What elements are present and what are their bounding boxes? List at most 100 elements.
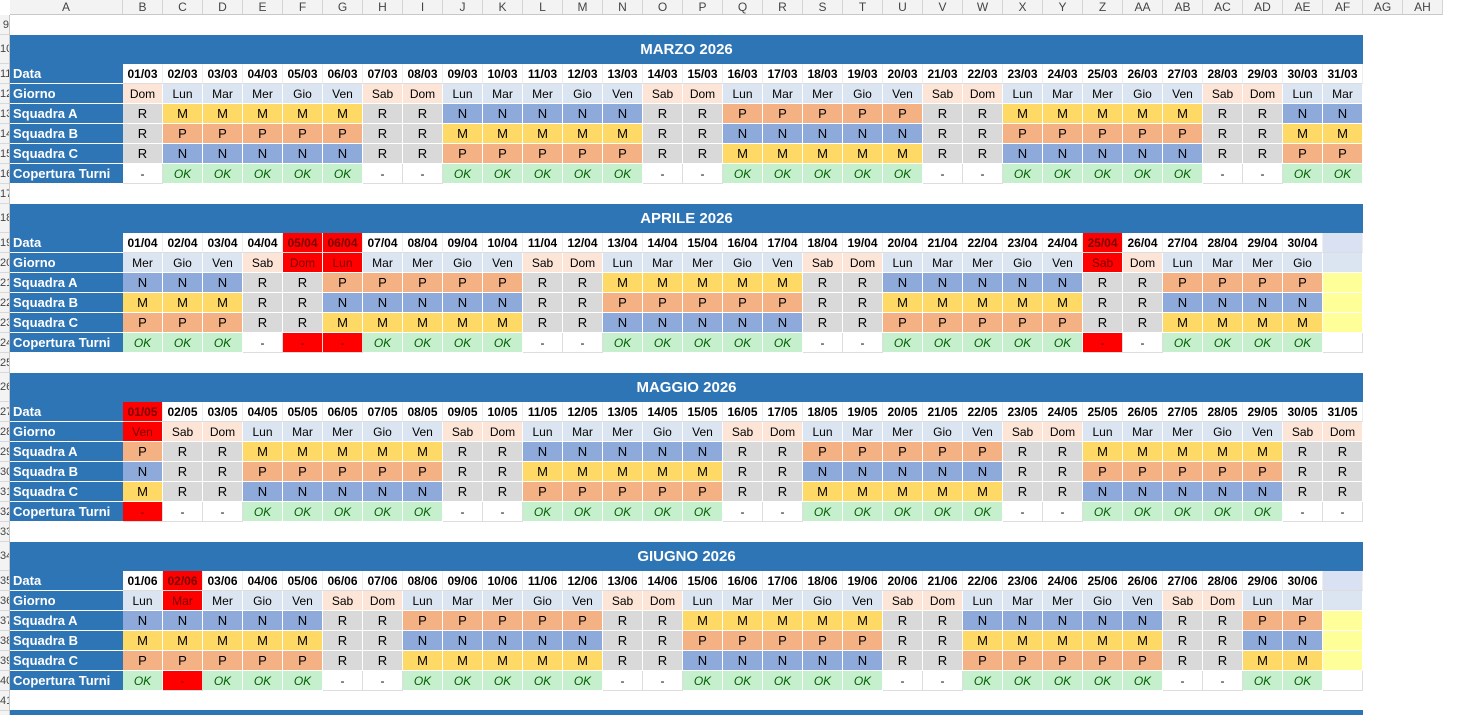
shift-cell-b[interactable]: P xyxy=(1163,462,1203,482)
weekday-cell[interactable]: Mer xyxy=(683,253,723,273)
shift-cell-a[interactable]: M xyxy=(1123,442,1163,462)
coverage-cell[interactable]: OK xyxy=(1243,671,1283,691)
shift-cell-a[interactable]: R xyxy=(1163,611,1203,631)
shift-cell-b[interactable]: P xyxy=(1043,124,1083,144)
shift-cell-a[interactable]: M xyxy=(243,104,283,124)
date-cell[interactable]: 11/03 xyxy=(523,64,563,84)
date-cell[interactable]: 29/06 xyxy=(1243,571,1283,591)
weekday-cell[interactable]: Mar xyxy=(723,591,763,611)
weekday-cell[interactable]: Lun xyxy=(603,253,643,273)
shift-cell-b[interactable]: P xyxy=(723,631,763,651)
row-header[interactable]: 17 xyxy=(0,184,9,204)
weekday-cell[interactable]: Gio xyxy=(523,591,563,611)
shift-cell-c[interactable]: N xyxy=(1243,482,1283,502)
shift-cell-a[interactable]: P xyxy=(883,442,923,462)
coverage-cell[interactable]: - xyxy=(923,671,963,691)
weekday-cell[interactable]: Ven xyxy=(563,591,603,611)
shift-cell-b[interactable]: P xyxy=(1243,462,1283,482)
shift-cell-c[interactable]: M xyxy=(1283,313,1323,333)
weekday-cell[interactable]: Mar xyxy=(1203,253,1243,273)
shift-cell-b[interactable]: R xyxy=(683,124,723,144)
date-cell[interactable]: 03/06 xyxy=(203,571,243,591)
row-header[interactable]: 19 xyxy=(0,233,9,253)
date-cell[interactable]: 20/04 xyxy=(883,233,923,253)
coverage-cell[interactable]: OK xyxy=(1203,502,1243,522)
column-header-z[interactable]: Z xyxy=(1083,0,1123,15)
date-cell[interactable]: 15/03 xyxy=(683,64,723,84)
shift-cell-a[interactable]: R xyxy=(923,104,963,124)
row-header[interactable]: 30 xyxy=(0,462,9,482)
shift-cell-a[interactable]: P xyxy=(1203,273,1243,293)
shift-cell-a[interactable]: M xyxy=(203,104,243,124)
shift-cell-a[interactable]: R xyxy=(683,104,723,124)
shift-cell-b[interactable]: N xyxy=(1283,631,1323,651)
shift-cell-b[interactable]: M xyxy=(283,631,323,651)
coverage-cell[interactable]: OK xyxy=(283,502,323,522)
day-cell-empty[interactable] xyxy=(1323,253,1363,273)
shift-cell-b[interactable]: R xyxy=(1083,293,1123,313)
shift-cell-a[interactable]: R xyxy=(363,104,403,124)
weekday-cell[interactable]: Dom xyxy=(1123,253,1163,273)
shift-cell-a[interactable]: R xyxy=(883,611,923,631)
shift-cell-c[interactable]: R xyxy=(363,651,403,671)
date-cell[interactable]: 02/03 xyxy=(163,64,203,84)
shift-cell-a[interactable]: P xyxy=(843,442,883,462)
shift-cell-a[interactable]: P xyxy=(1163,273,1203,293)
shift-cell-b[interactable]: M xyxy=(1043,293,1083,313)
coverage-cell[interactable]: - xyxy=(603,671,643,691)
shift-cell-b[interactable]: R xyxy=(163,462,203,482)
shift-cell-c[interactable]: M xyxy=(363,313,403,333)
shift-cell-c[interactable]: M xyxy=(1163,313,1203,333)
date-cell[interactable]: 24/04 xyxy=(1043,233,1083,253)
weekday-cell[interactable]: Ven xyxy=(603,84,643,104)
shift-cell-c[interactable]: N xyxy=(683,651,723,671)
weekday-cell[interactable]: Gio xyxy=(243,591,283,611)
coverage-cell[interactable]: - xyxy=(763,502,803,522)
weekday-cell[interactable]: Mar xyxy=(1283,591,1323,611)
shift-cell-b[interactable]: N xyxy=(403,631,443,651)
coverage-cell[interactable]: OK xyxy=(363,502,403,522)
date-cell[interactable]: 10/06 xyxy=(483,571,523,591)
shift-cell-c[interactable]: R xyxy=(563,313,603,333)
shift-cell-a[interactable]: M xyxy=(1203,442,1243,462)
coverage-cell[interactable]: OK xyxy=(803,502,843,522)
shift-cell-c[interactable]: N xyxy=(1163,144,1203,164)
shift-cell-c[interactable]: M xyxy=(523,651,563,671)
date-cell[interactable]: 10/04 xyxy=(483,233,523,253)
shift-cell-b[interactable]: P xyxy=(683,631,723,651)
date-cell[interactable]: 26/06 xyxy=(1123,571,1163,591)
shift-cell-b[interactable]: M xyxy=(203,293,243,313)
column-header-e[interactable]: E xyxy=(243,0,283,15)
coverage-cell[interactable]: - xyxy=(683,164,723,184)
date-cell[interactable]: 21/05 xyxy=(923,402,963,422)
weekday-cell[interactable]: Mer xyxy=(203,591,243,611)
date-cell[interactable]: 29/05 xyxy=(1243,402,1283,422)
weekday-cell[interactable]: Mar xyxy=(1003,591,1043,611)
column-header-ab[interactable]: AB xyxy=(1163,0,1203,15)
column-header-f[interactable]: F xyxy=(283,0,323,15)
shift-cell-b[interactable]: P xyxy=(283,124,323,144)
date-cell[interactable]: 12/04 xyxy=(563,233,603,253)
shift-cell-empty[interactable] xyxy=(1323,651,1363,671)
date-cell[interactable]: 19/06 xyxy=(843,571,883,591)
row-header[interactable]: 18 xyxy=(0,204,9,233)
column-header-p[interactable]: P xyxy=(683,0,723,15)
shift-cell-a[interactable]: N xyxy=(563,442,603,462)
weekday-cell[interactable]: Ven xyxy=(203,253,243,273)
shift-cell-c[interactable]: N xyxy=(1123,482,1163,502)
shift-cell-a[interactable]: R xyxy=(643,611,683,631)
weekday-cell[interactable]: Mar xyxy=(283,422,323,442)
weekday-cell[interactable]: Ven xyxy=(1123,591,1163,611)
weekday-cell[interactable]: Ven xyxy=(963,422,1003,442)
coverage-cell[interactable]: OK xyxy=(123,671,163,691)
date-cell[interactable]: 09/04 xyxy=(443,233,483,253)
date-cell[interactable]: 10/05 xyxy=(483,402,523,422)
shift-cell-a[interactable]: R xyxy=(483,442,523,462)
shift-cell-b[interactable]: R xyxy=(523,293,563,313)
weekday-cell[interactable]: Gio xyxy=(1283,253,1323,273)
weekday-cell[interactable]: Mer xyxy=(243,84,283,104)
shift-cell-c[interactable]: M xyxy=(803,482,843,502)
shift-cell-c[interactable]: M xyxy=(443,651,483,671)
shift-cell-empty[interactable] xyxy=(1323,273,1363,293)
shift-cell-a[interactable]: P xyxy=(883,104,923,124)
